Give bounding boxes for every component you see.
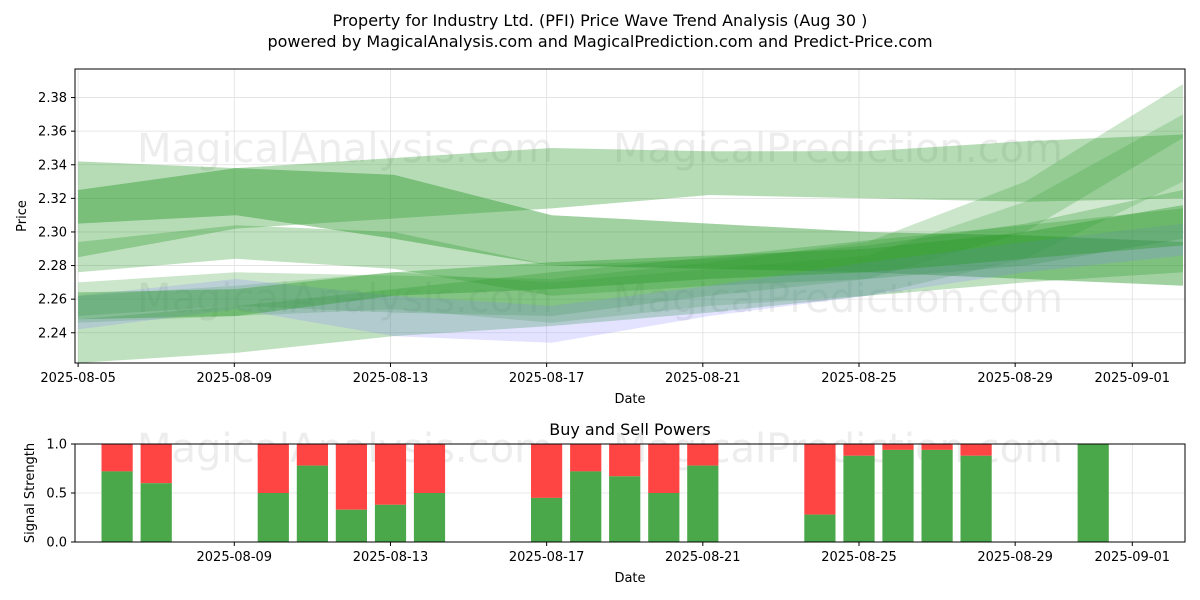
price-panel: MagicalAnalysis.com MagicalPrediction.co… xyxy=(15,68,1186,407)
signal-x-ticks: 2025-08-09 2025-08-13 2025-08-17 2025-08-21… xyxy=(197,542,1171,565)
buy-bar xyxy=(257,493,289,542)
price-y-tick-label: 2.24 xyxy=(38,326,67,341)
buy-bar xyxy=(609,476,641,542)
signal-panel: Buy and Sell Powers MagicalAnalysis.com … xyxy=(23,420,1186,586)
price-y-tick-label: 2.34 xyxy=(38,158,67,173)
watermark-mid-right: MagicalPrediction.com xyxy=(613,276,1063,322)
price-band-8 xyxy=(78,205,1184,320)
buy-bar xyxy=(531,497,563,542)
sell-bar xyxy=(140,444,172,484)
price-y-tick-label: 2.36 xyxy=(38,125,67,140)
price-y-tick-label: 2.26 xyxy=(38,293,67,308)
signal-y-tick-label: 1.0 xyxy=(46,438,67,453)
price-x-tick-label: 2025-08-17 xyxy=(509,371,585,386)
sell-bar xyxy=(648,444,680,493)
signal-y-tick-label: 0.0 xyxy=(46,536,67,551)
signal-x-tick-label: 2025-08-29 xyxy=(977,550,1053,565)
price-x-tick-label: 2025-08-05 xyxy=(40,371,116,386)
price-y-tick-label: 2.32 xyxy=(38,192,67,207)
signal-title: Buy and Sell Powers xyxy=(549,420,711,439)
price-y-tick-label: 2.28 xyxy=(38,259,67,274)
sell-bar xyxy=(531,444,563,498)
price-grid xyxy=(75,69,1185,363)
signal-x-tick-label: 2025-08-25 xyxy=(821,550,897,565)
signal-y-tick-label: 0.5 xyxy=(46,487,67,502)
sell-bar xyxy=(101,444,133,472)
price-x-tick-label: 2025-08-25 xyxy=(821,371,897,386)
buy-bar xyxy=(296,465,328,542)
price-band-2 xyxy=(78,168,1184,286)
price-plot-frame xyxy=(74,68,1186,364)
price-y-tick-label: 2.30 xyxy=(38,225,67,240)
sell-bar xyxy=(335,444,367,510)
signal-x-tick-label: 2025-09-01 xyxy=(1095,550,1171,565)
price-y-ticks: 2.24 2.26 2.28 2.30 2.32 2.34 2.36 2.38 xyxy=(38,91,75,341)
price-x-label: Date xyxy=(614,392,645,407)
watermark-top-right: MagicalPrediction.com xyxy=(613,126,1063,172)
sell-bar xyxy=(296,444,328,466)
price-y-tick-label: 2.38 xyxy=(38,91,67,106)
buy-bar xyxy=(921,449,953,542)
sell-bar xyxy=(687,444,719,466)
price-band-4 xyxy=(78,190,1184,296)
buy-bar xyxy=(648,493,680,542)
sell-bar xyxy=(921,444,953,450)
watermark-top-left: MagicalAnalysis.com xyxy=(137,126,553,172)
price-bands xyxy=(78,84,1184,363)
sell-bar xyxy=(609,444,641,477)
price-band-6 xyxy=(78,114,1184,323)
price-x-tick-label: 2025-08-09 xyxy=(197,371,273,386)
buy-bar xyxy=(374,504,407,542)
sell-bar xyxy=(257,444,289,493)
buy-bar xyxy=(1077,444,1109,542)
signal-x-tick-label: 2025-08-13 xyxy=(353,550,429,565)
buy-bar xyxy=(687,465,719,542)
sell-bar xyxy=(413,444,446,493)
price-band-5 xyxy=(78,84,1184,316)
signal-y-ticks: 0.0 0.5 1.0 xyxy=(46,438,75,551)
buy-bar xyxy=(804,514,836,542)
buy-bar xyxy=(140,483,172,542)
signal-bars xyxy=(101,444,1109,542)
buy-bar xyxy=(570,471,602,542)
price-x-tick-label: 2025-08-21 xyxy=(665,371,741,386)
sell-bar xyxy=(570,444,602,472)
sell-bar xyxy=(843,444,875,456)
watermark-bottom-right: MagicalPrediction.com xyxy=(613,426,1063,472)
sell-bar xyxy=(960,444,992,456)
price-band-3 xyxy=(78,208,1184,363)
price-x-tick-label: 2025-08-13 xyxy=(353,371,429,386)
chart-subtitle: powered by MagicalAnalysis.com and Magic… xyxy=(267,32,932,51)
signal-x-label: Date xyxy=(614,571,645,586)
sell-bar xyxy=(882,444,914,450)
buy-bar xyxy=(413,493,446,542)
sell-bar xyxy=(804,444,836,515)
signal-x-tick-label: 2025-08-09 xyxy=(197,550,273,565)
watermark-mid-left: MagicalAnalysis.com xyxy=(137,276,553,322)
price-x-tick-label: 2025-08-29 xyxy=(977,371,1053,386)
buy-bar xyxy=(335,509,367,542)
sell-bar xyxy=(374,444,407,505)
buy-bar xyxy=(960,455,992,542)
signal-x-tick-label: 2025-08-17 xyxy=(509,550,585,565)
signal-y-label: Signal Strength xyxy=(23,443,38,543)
price-x-ticks: 2025-08-05 2025-08-09 2025-08-13 2025-08-17… xyxy=(40,363,1170,386)
price-x-tick-label: 2025-09-01 xyxy=(1095,371,1171,386)
price-y-label: Price xyxy=(15,200,30,232)
price-band-7 xyxy=(78,223,1184,343)
signal-x-tick-label: 2025-08-21 xyxy=(665,550,741,565)
buy-bar xyxy=(843,455,875,542)
buy-bar xyxy=(882,449,914,542)
chart-title: Property for Industry Ltd. (PFI) Price W… xyxy=(333,11,868,30)
buy-bar xyxy=(101,471,133,542)
price-band-1 xyxy=(78,134,1184,258)
